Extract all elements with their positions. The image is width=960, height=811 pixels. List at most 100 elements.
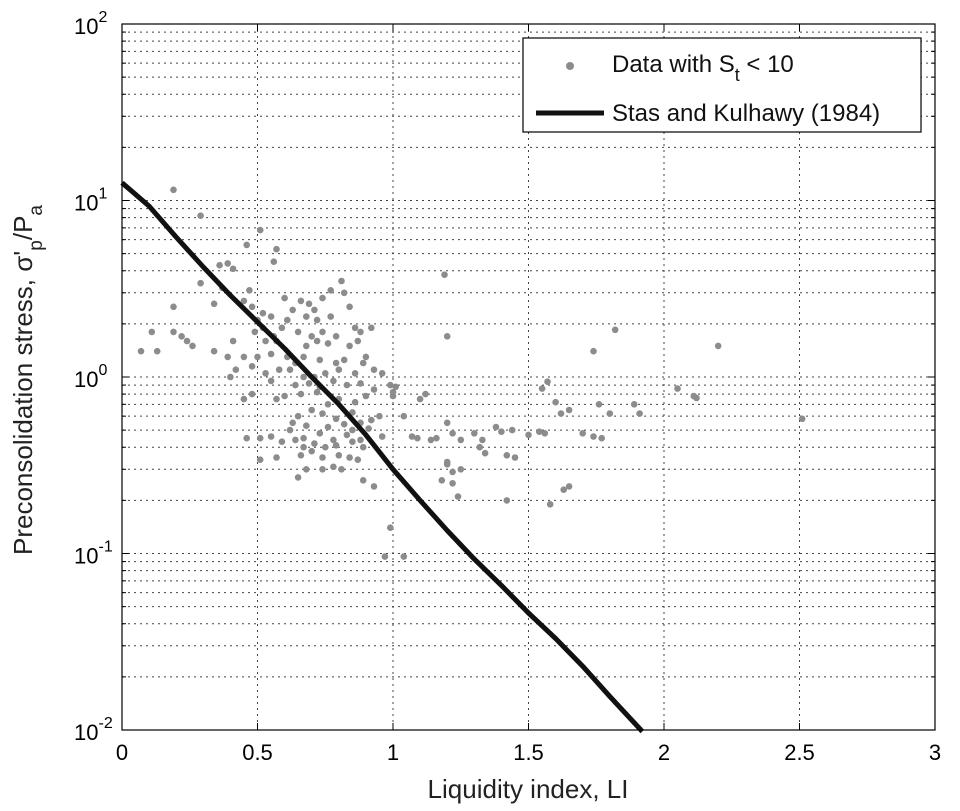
data-point [229,265,237,273]
data-point [557,410,565,417]
data-point [153,347,161,355]
x-tick-label: 0 [116,740,128,765]
data-point [327,287,335,294]
x-tick-label: 1.5 [513,740,544,765]
data-point [197,212,204,219]
data-point [349,438,356,446]
data-point [560,486,567,494]
data-point [351,398,359,406]
data-point [308,447,316,455]
data-point [248,303,256,311]
data-point [449,468,456,476]
data-point [354,456,362,464]
data-point [224,353,231,361]
data-point [292,436,299,444]
data-point [370,386,378,393]
data-point [273,395,280,403]
data-point [359,477,367,484]
legend-box [522,37,922,133]
data-point [303,466,310,473]
legend-label-scatter-tail: < 10 [740,51,794,78]
data-point [349,426,356,434]
x-tick-labels: 0 0.5 1 1.5 2 2.5 3 [116,740,941,765]
data-point [595,401,603,408]
data-point [368,324,375,332]
x-axis-label: Liquidity index, LI [428,774,629,804]
data-point [690,392,698,400]
data-point [416,395,424,403]
data-point [546,501,554,508]
data-point [246,287,253,294]
data-point [170,186,177,194]
data-point [254,353,261,361]
data-point [332,442,340,449]
data-point [471,430,478,437]
data-point [210,300,218,308]
data-point [457,436,465,444]
data-point [183,337,191,345]
y-axis-label-main: Preconsolidation stress, σ' [8,251,38,555]
data-point [322,370,329,377]
data-point [256,456,264,464]
y-tick-label: 101 [74,186,107,216]
data-point [178,333,185,340]
legend-label-line: Stas and Kulhawy (1984) [612,100,880,127]
data-point [197,279,204,287]
data-point [294,412,302,420]
data-point [443,333,451,340]
data-point [148,328,156,336]
data-point [137,347,145,355]
data-point [297,452,305,459]
data-point [579,430,586,437]
y-tick-label-base: 10 [74,544,98,569]
data-point [316,356,324,364]
data-point [297,297,305,305]
data-point [340,289,348,297]
data-point [303,342,310,350]
data-point [335,452,343,459]
data-point [443,458,451,466]
data-point [449,480,456,487]
y-tick-label-exponent: 0 [98,362,107,379]
data-point [457,466,465,473]
data-point [300,434,307,442]
data-point [538,385,546,392]
data-point [311,440,318,447]
y-axis-label: Preconsolidation stress, σ'p/Pa [8,205,47,555]
data-point [224,260,231,267]
axis-ticks [121,23,936,731]
data-point [400,412,408,420]
data-point [498,428,505,436]
legend-label-scatter: Data with St < 10 [612,51,794,85]
y-tick-label: 100 [74,362,107,392]
x-tick-label: 2.5 [784,740,815,765]
data-point [335,366,343,374]
data-point [368,416,375,424]
data-point [354,337,362,345]
data-point [332,359,340,367]
data-point [292,381,299,389]
x-tick-label: 3 [929,740,941,765]
data-point [259,309,267,317]
data-point [248,390,256,398]
x-tick-label: 1 [387,740,399,765]
data-point [286,366,294,374]
data-point [286,426,294,434]
data-point [303,422,310,430]
data-point [270,258,278,266]
data-point [544,378,551,386]
data-point [267,350,275,358]
data-point [441,271,448,279]
data-point [449,430,456,437]
data-point [294,328,302,336]
y-axis-label-sub-a: a [26,205,47,216]
data-point [332,415,340,423]
y-tick-label-exponent: 2 [98,9,107,26]
data-point [267,433,275,440]
y-tick-label-base: 10 [74,720,98,745]
data-point [232,366,240,374]
data-point [284,316,291,324]
